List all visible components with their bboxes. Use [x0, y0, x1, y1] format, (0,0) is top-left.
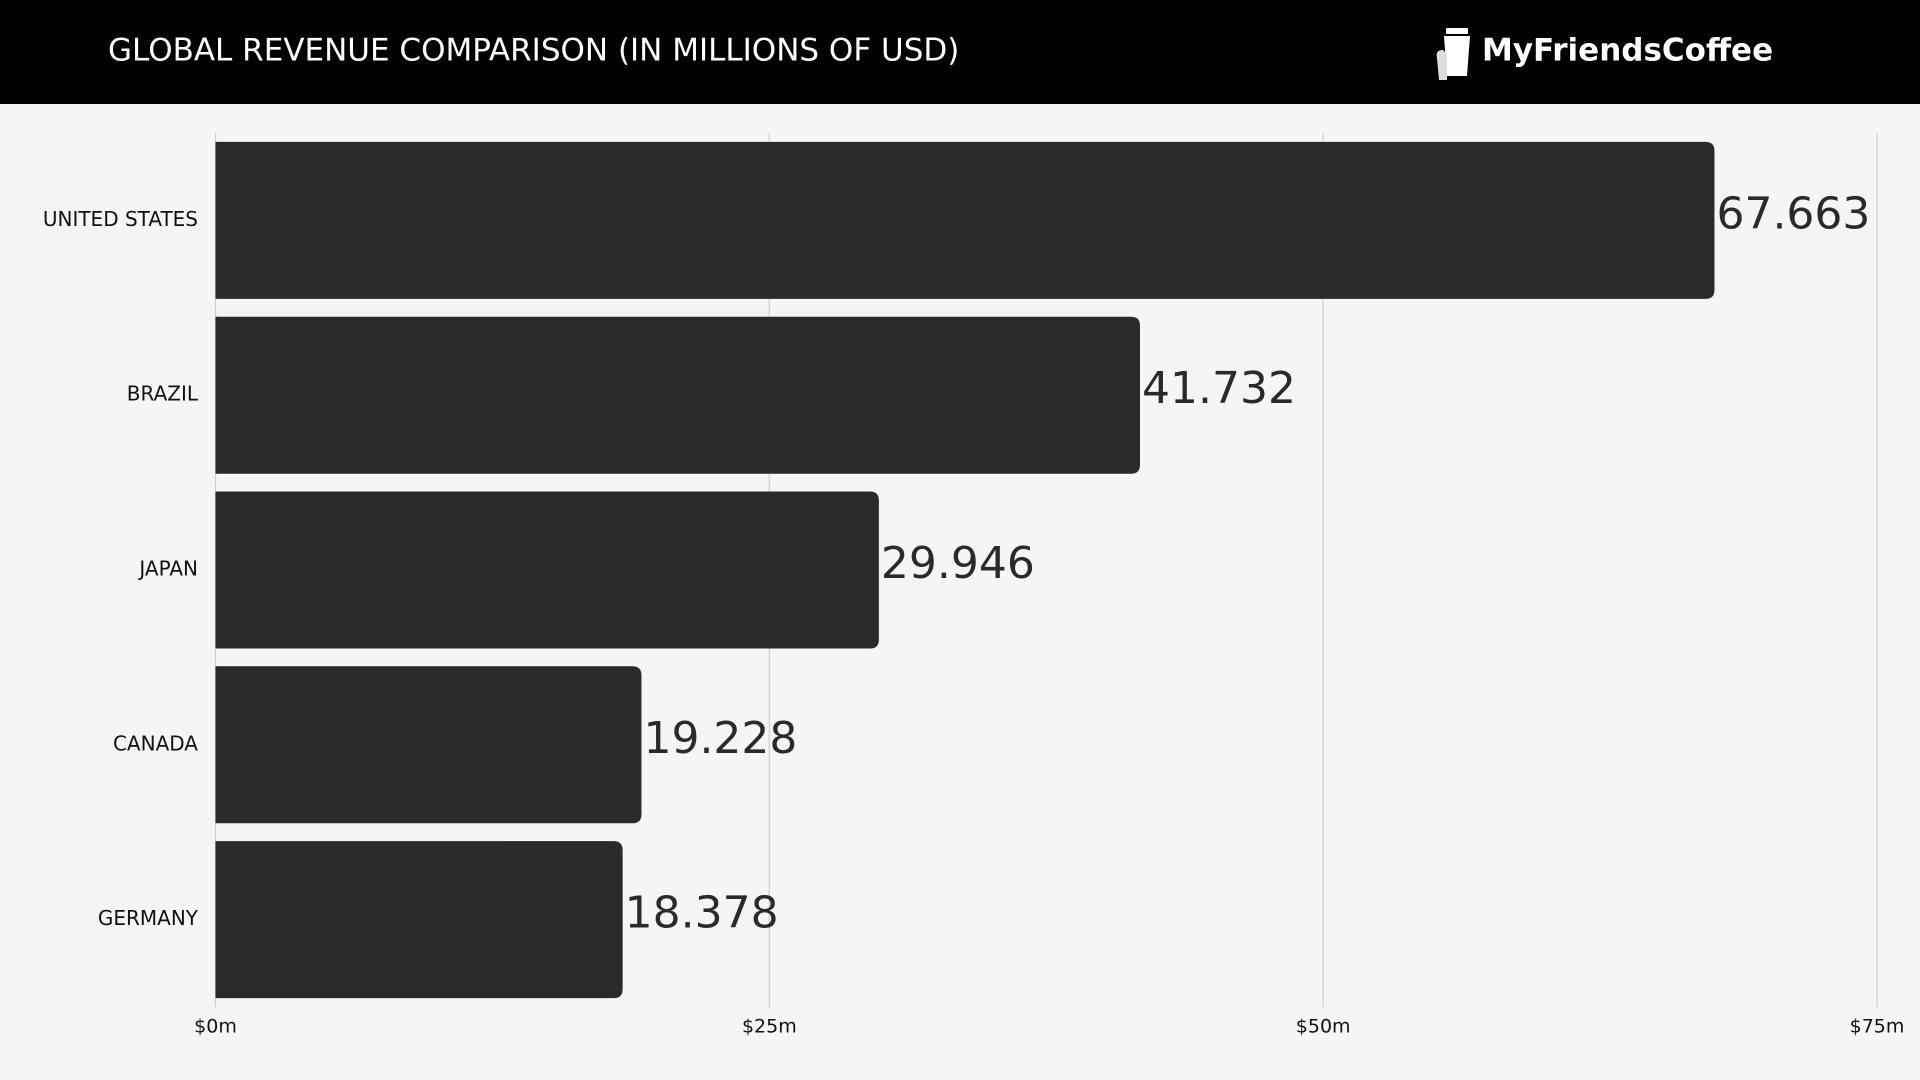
- y-tick-label: UNITED STATES: [43, 207, 198, 231]
- x-tick-label: $50m: [1296, 1016, 1351, 1038]
- y-tick-label: GERMANY: [98, 906, 199, 930]
- value-label: 18.378: [625, 888, 779, 939]
- value-label: 67.663: [1716, 188, 1870, 239]
- brand-name: MyFriendsCoffee: [1482, 33, 1773, 69]
- header-bar: [0, 0, 1920, 104]
- x-tick-label: $25m: [742, 1016, 797, 1038]
- bar: [215, 491, 879, 649]
- logo-icon: [1436, 28, 1470, 80]
- value-label: 41.732: [1142, 363, 1296, 414]
- y-tick-label: BRAZIL: [127, 382, 199, 406]
- bar: [215, 141, 1715, 299]
- value-label: 19.228: [643, 713, 797, 764]
- bar: [215, 841, 623, 999]
- value-label: 29.946: [881, 538, 1035, 589]
- x-tick-label: $75m: [1850, 1016, 1905, 1038]
- bar: [215, 316, 1141, 474]
- chart-title: GLOBAL REVENUE COMPARISON (IN MILLIONS O…: [108, 33, 959, 69]
- x-tick-label: $0m: [194, 1016, 237, 1038]
- bar: [215, 666, 642, 824]
- y-tick-label: JAPAN: [137, 557, 198, 581]
- y-tick-label: CANADA: [113, 731, 198, 755]
